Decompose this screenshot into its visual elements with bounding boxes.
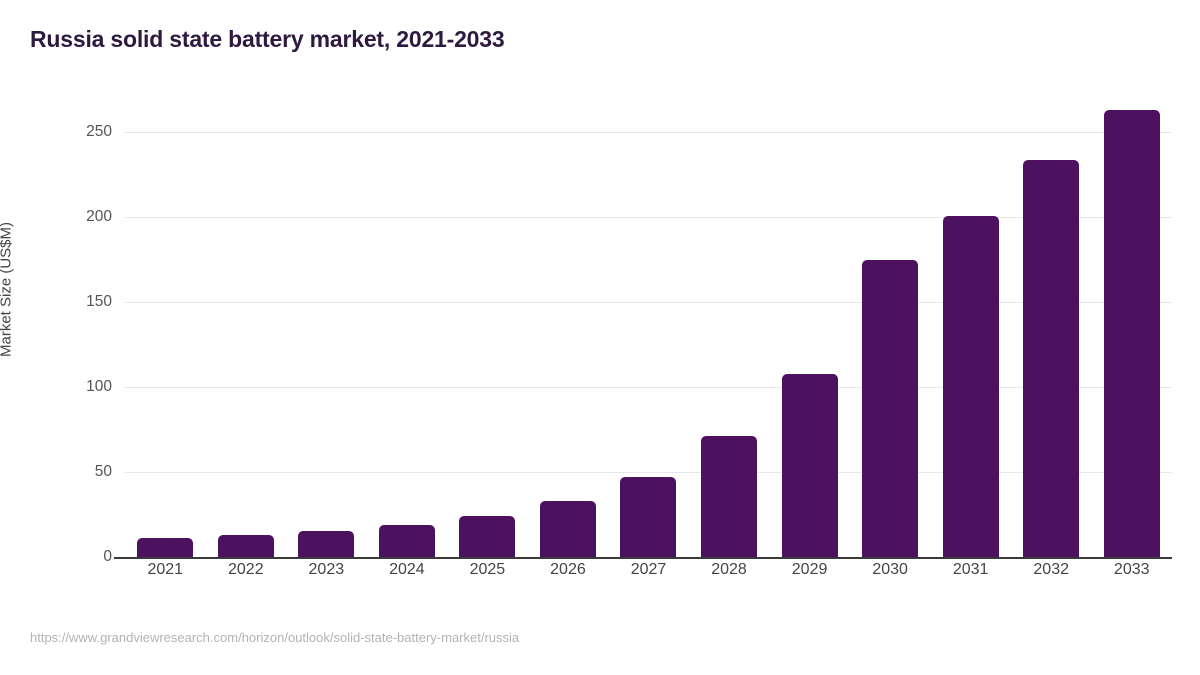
bar[interactable] <box>620 477 677 557</box>
bar-group: 2030 <box>850 95 931 578</box>
x-axis-tick-label: 2025 <box>469 561 506 578</box>
x-axis-tick-label: 2021 <box>147 561 184 578</box>
y-axis-tick-label: 200 <box>86 208 112 226</box>
bar[interactable] <box>539 500 596 557</box>
bar-group: 2021 <box>125 95 206 578</box>
x-axis-tick-label: 2023 <box>308 561 345 578</box>
source-url: https://www.grandviewresearch.com/horizo… <box>30 630 520 645</box>
bar-group: 2022 <box>206 95 287 578</box>
bar-group: 2026 <box>528 95 609 578</box>
x-axis-tick-label: 2022 <box>228 561 264 578</box>
gridline <box>125 302 1172 304</box>
y-axis-tick-label: 50 <box>94 463 112 481</box>
x-axis-tick-label: 2030 <box>872 561 908 578</box>
bar-group: 2028 <box>689 95 770 578</box>
bar-group: 2027 <box>608 95 689 578</box>
y-axis-tick-label: 0 <box>103 548 112 565</box>
bar[interactable] <box>701 436 758 557</box>
y-axis-tick-labels: 0 50 100 150 200 250 <box>0 0 112 675</box>
x-axis-tick-label: 2027 <box>630 561 667 578</box>
bar[interactable] <box>862 259 919 557</box>
bar[interactable] <box>217 534 274 557</box>
bar-group: 2033 <box>1091 95 1172 578</box>
bar[interactable] <box>137 538 194 557</box>
bar-group: 2032 <box>1011 95 1092 578</box>
y-axis-tick-label: 250 <box>86 123 112 141</box>
plot-area: 2021 2022 2023 2024 2025 2026 2027 2028 2029 2030… <box>125 95 1172 578</box>
x-axis-line <box>114 557 1172 559</box>
bar-group: 2023 <box>286 95 367 578</box>
x-axis-tick-label: 2024 <box>389 561 425 578</box>
bar-group: 2024 <box>367 95 448 578</box>
x-axis-tick-label: 2029 <box>791 561 828 578</box>
page-title: Russia solid state battery market, 2021-… <box>30 26 505 52</box>
x-axis-tick-label: 2033 <box>1113 561 1150 578</box>
bar[interactable] <box>378 524 435 557</box>
bar[interactable] <box>1103 110 1160 557</box>
bar-group: 2025 <box>447 95 528 578</box>
bar[interactable] <box>781 374 838 557</box>
y-axis-tick-label: 100 <box>86 378 112 396</box>
bar-group: 2031 <box>930 95 1011 578</box>
bar[interactable] <box>942 215 999 557</box>
bar-group: 2029 <box>769 95 850 578</box>
x-axis-tick-label: 2032 <box>1033 561 1069 578</box>
x-axis-tick-label: 2026 <box>550 561 586 578</box>
gridline <box>125 217 1172 219</box>
y-axis-tick-label: 150 <box>86 293 112 311</box>
x-axis-tick-label: 2028 <box>711 561 747 578</box>
gridline <box>125 132 1172 134</box>
gridline <box>125 472 1172 474</box>
gridline <box>125 387 1172 389</box>
x-axis-tick-label: 2031 <box>952 561 989 578</box>
bar[interactable] <box>298 530 355 557</box>
bar[interactable] <box>459 516 516 557</box>
bar[interactable] <box>1023 160 1080 557</box>
